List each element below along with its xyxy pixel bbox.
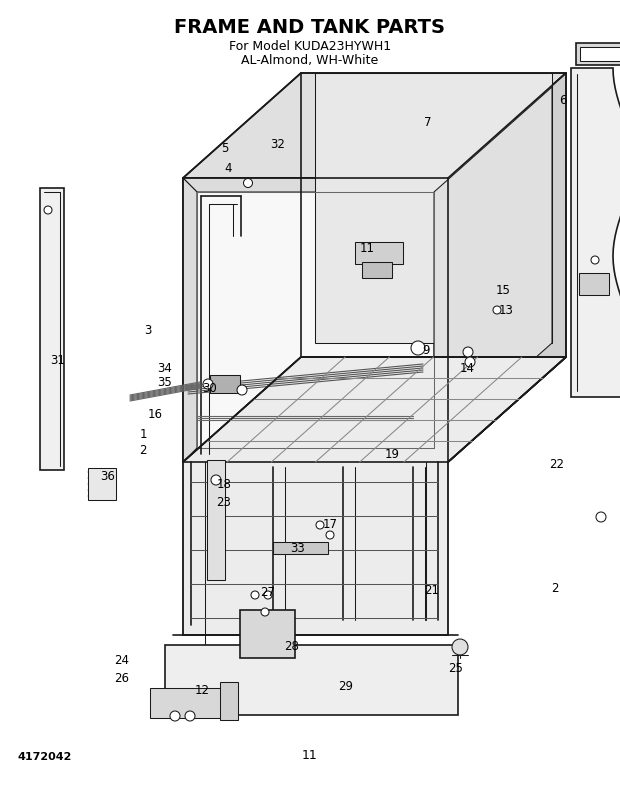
Bar [273, 542, 328, 554]
Circle shape [493, 306, 501, 314]
Polygon shape [183, 357, 566, 635]
Polygon shape [434, 87, 552, 448]
Text: 29: 29 [339, 680, 353, 692]
Text: 15: 15 [495, 283, 510, 297]
Polygon shape [197, 192, 434, 448]
Text: 32: 32 [270, 138, 285, 152]
Bar [355, 242, 403, 264]
Circle shape [465, 357, 475, 367]
Circle shape [44, 206, 52, 214]
Polygon shape [183, 178, 448, 192]
Text: For Model KUDA23HYWH1: For Model KUDA23HYWH1 [229, 40, 391, 53]
Text: 21: 21 [425, 583, 440, 597]
Polygon shape [183, 178, 197, 462]
Text: 2: 2 [551, 582, 559, 594]
Text: 14: 14 [459, 362, 474, 374]
Text: 13: 13 [498, 304, 513, 316]
Polygon shape [434, 178, 448, 462]
Circle shape [251, 591, 259, 599]
Circle shape [316, 521, 324, 529]
Text: 22: 22 [549, 458, 564, 472]
Polygon shape [183, 448, 448, 462]
Text: 33: 33 [291, 542, 306, 554]
Text: 24: 24 [115, 653, 130, 666]
Text: 17: 17 [322, 519, 337, 531]
Bar [576, 43, 620, 65]
Circle shape [326, 531, 334, 539]
Circle shape [596, 512, 606, 522]
Bar [362, 262, 392, 278]
Polygon shape [183, 73, 566, 178]
Text: 27: 27 [260, 586, 275, 598]
Text: 19: 19 [384, 448, 399, 462]
Bar [207, 460, 225, 580]
Text: 2: 2 [140, 444, 147, 457]
Circle shape [452, 639, 468, 655]
Text: 7: 7 [424, 116, 432, 130]
Bar [240, 610, 295, 658]
Polygon shape [448, 73, 566, 462]
Circle shape [261, 608, 269, 616]
Text: 18: 18 [216, 477, 231, 491]
Text: 3: 3 [144, 323, 152, 337]
Text: 35: 35 [157, 375, 172, 389]
Circle shape [411, 341, 425, 355]
Text: 4172042: 4172042 [18, 752, 73, 762]
Text: 5: 5 [221, 141, 229, 155]
Bar [579, 273, 609, 295]
Text: 36: 36 [100, 470, 115, 484]
Text: FRAME AND TANK PARTS: FRAME AND TANK PARTS [174, 18, 446, 37]
Circle shape [591, 256, 599, 264]
Text: 30: 30 [203, 382, 218, 395]
Circle shape [211, 475, 221, 485]
Polygon shape [40, 188, 64, 470]
Text: 25: 25 [448, 662, 463, 674]
Polygon shape [571, 68, 620, 397]
Polygon shape [183, 357, 566, 462]
Circle shape [244, 178, 252, 188]
Bar [220, 682, 238, 720]
Polygon shape [315, 73, 552, 343]
Circle shape [170, 711, 180, 721]
Text: 34: 34 [157, 362, 172, 374]
Text: 1: 1 [140, 429, 147, 441]
Text: 26: 26 [115, 671, 130, 685]
Text: 11: 11 [360, 242, 374, 254]
Bar [150, 688, 230, 718]
Text: 28: 28 [285, 640, 299, 652]
Bar [210, 375, 240, 393]
Polygon shape [183, 178, 448, 462]
Circle shape [264, 591, 272, 599]
Text: 31: 31 [51, 353, 66, 367]
Text: 6: 6 [559, 93, 567, 107]
Circle shape [463, 347, 473, 357]
Bar [580, 47, 620, 61]
Text: 12: 12 [195, 684, 210, 696]
Text: 9: 9 [422, 344, 430, 356]
Bar [165, 645, 458, 715]
Text: AL-Almond, WH-White: AL-Almond, WH-White [241, 54, 379, 67]
Circle shape [203, 379, 213, 389]
Text: 23: 23 [216, 495, 231, 509]
Text: 16: 16 [148, 408, 162, 422]
Bar [88, 468, 116, 500]
Text: 11: 11 [302, 749, 318, 762]
Circle shape [185, 711, 195, 721]
Text: 4: 4 [224, 162, 232, 174]
Circle shape [237, 385, 247, 395]
